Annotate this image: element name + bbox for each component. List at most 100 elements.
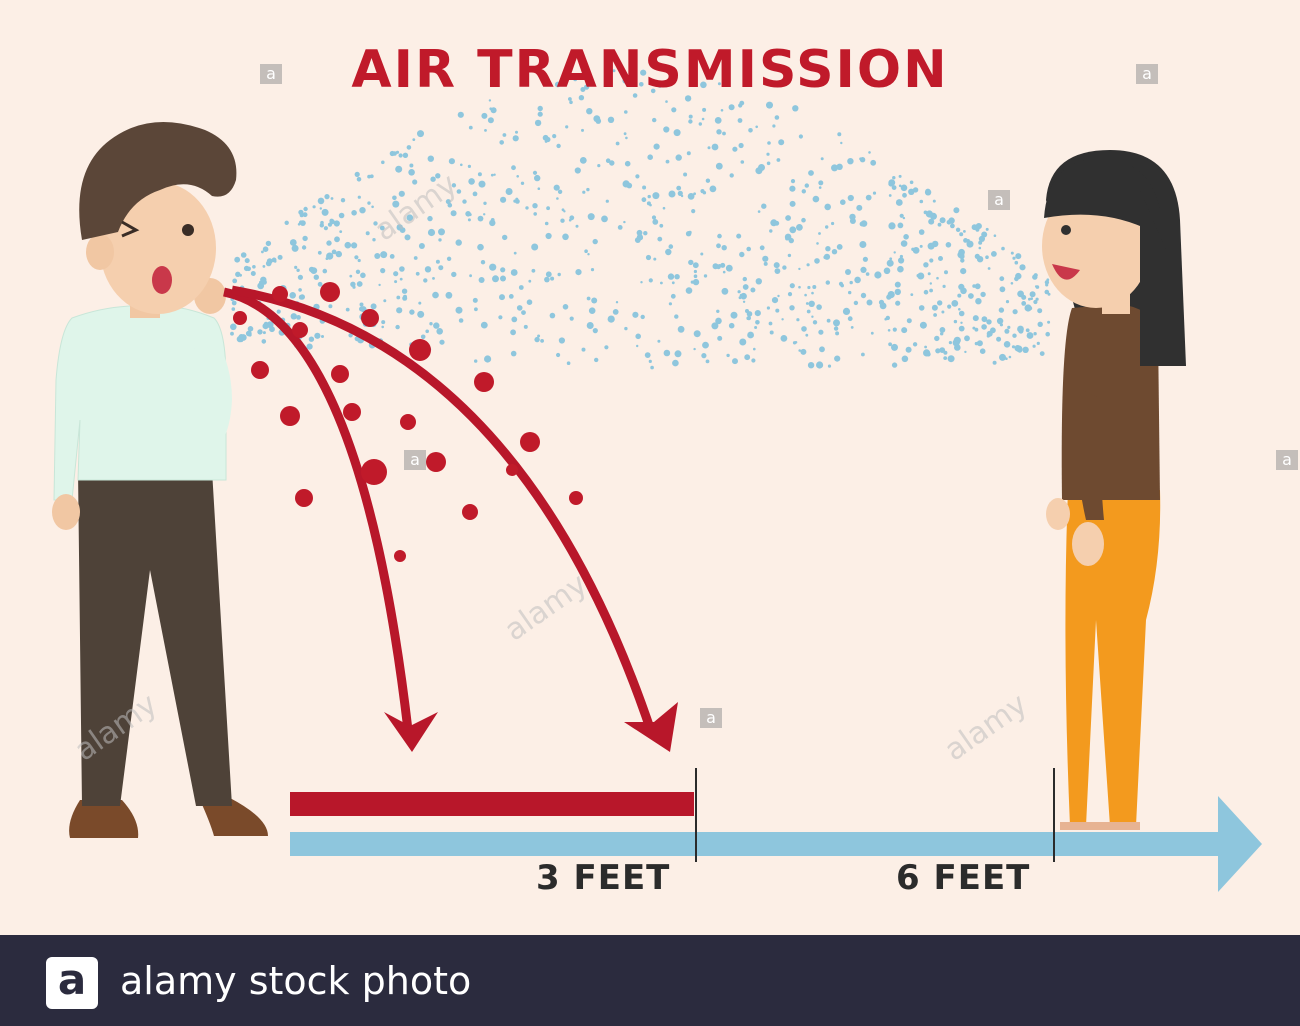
aerosol-particle	[927, 272, 931, 276]
aerosol-particle	[943, 356, 948, 360]
aerosol-particle	[652, 219, 659, 225]
aerosol-particle	[584, 84, 590, 90]
aerosol-particle	[762, 255, 769, 262]
aerosol-particle	[692, 74, 698, 79]
aerosol-particle	[356, 177, 362, 182]
aerosol-particle	[720, 109, 724, 112]
aerosol-particle	[582, 190, 586, 194]
aerosol-particle	[1033, 273, 1038, 278]
aerosol-particle	[785, 236, 790, 241]
aerosol-particle	[493, 173, 496, 176]
aerosol-particle	[842, 307, 851, 315]
aerosol-particle	[533, 212, 537, 216]
aerosol-particle	[888, 222, 896, 230]
aerosol-particle	[298, 288, 302, 292]
aerosol-particle	[488, 99, 492, 102]
aerosol-particle	[742, 300, 746, 303]
aerosol-particle	[478, 180, 486, 188]
aerosol-particle	[565, 125, 569, 129]
aerosol-particle	[812, 195, 820, 203]
aerosol-particle	[730, 311, 738, 319]
aerosol-particle	[490, 173, 494, 177]
aerosol-particle	[1035, 297, 1039, 301]
aerosol-particle	[568, 97, 572, 101]
aerosol-particle	[399, 227, 406, 234]
aerosol-particle	[544, 221, 549, 226]
aerosol-particle	[1017, 325, 1024, 333]
aerosol-particle	[392, 195, 397, 201]
aerosol-particle	[796, 224, 803, 231]
aerosol-particle	[716, 129, 722, 135]
aerosol-particle	[269, 326, 275, 333]
aerosol-particle	[785, 215, 791, 221]
aerosol-particle	[394, 280, 398, 284]
aerosol-particle	[515, 197, 519, 201]
aerosol-particle	[624, 326, 628, 331]
aerosol-particle	[477, 243, 484, 251]
aerosol-particle	[632, 93, 638, 98]
aerosol-particle	[693, 330, 701, 338]
aerosol-particle	[716, 309, 720, 313]
aerosol-particle	[665, 100, 668, 103]
aerosol-particle	[823, 253, 831, 260]
alamy-logo-icon: a	[46, 957, 98, 1009]
aerosol-particle	[923, 349, 931, 357]
aerosol-particle	[438, 238, 442, 242]
aerosol-particle	[705, 359, 710, 364]
watermark-mark: a	[260, 64, 282, 84]
large-droplet	[520, 432, 540, 452]
aerosol-particle	[511, 165, 516, 171]
aerosol-particle	[657, 83, 663, 88]
aerosol-particle	[953, 319, 958, 324]
aerosol-particle	[317, 281, 323, 287]
aerosol-particle	[999, 353, 1006, 361]
aerosol-particle	[968, 293, 974, 299]
aerosol-particle	[901, 355, 909, 363]
aerosol-particle	[339, 230, 343, 234]
aerosol-particle	[499, 294, 505, 301]
aerosol-particle	[537, 334, 541, 338]
aerosol-particle	[763, 261, 768, 266]
aerosol-particle	[399, 266, 405, 272]
aerosol-particle	[657, 339, 661, 343]
aerosol-particle	[393, 271, 399, 277]
aerosol-particle	[427, 155, 434, 162]
aerosol-particle	[981, 324, 987, 330]
aerosol-particle	[299, 294, 305, 300]
aerosol-particle	[985, 255, 989, 259]
large-droplet	[233, 311, 247, 325]
aerosol-particle	[659, 223, 664, 228]
aerosol-particle	[499, 140, 505, 145]
aerosol-particle	[329, 218, 334, 223]
large-droplet	[569, 491, 583, 505]
aerosol-particle	[808, 170, 814, 176]
aerosol-particle	[512, 135, 519, 142]
aerosol-particle	[566, 361, 571, 366]
aerosol-particle	[649, 203, 652, 207]
aerosol-particle	[277, 254, 283, 260]
aerosol-particle	[751, 358, 756, 363]
aerosol-particle	[1026, 332, 1034, 339]
aerosol-particle	[590, 268, 595, 272]
aerosol-particle	[979, 348, 986, 355]
aerosol-particle	[1033, 299, 1038, 305]
aerosol-particle	[668, 302, 673, 306]
aerosol-particle	[737, 290, 741, 294]
aerosol-particle	[742, 284, 749, 290]
aerosol-particle	[715, 162, 723, 170]
aerosol-particle	[338, 212, 345, 219]
aerosol-particle	[847, 194, 854, 202]
aerosol-particle	[641, 197, 647, 203]
aerosol-particle	[685, 287, 693, 294]
aerosol-particle	[990, 327, 996, 334]
aerosol-particle	[715, 317, 722, 325]
aerosol-particle	[698, 122, 702, 126]
aerosol-particle	[625, 83, 630, 87]
aerosol-particle	[359, 207, 366, 214]
aerosol-particle	[939, 347, 946, 353]
aerosol-particle	[975, 298, 982, 305]
aerosol-particle	[261, 339, 267, 344]
aerosol-particle	[888, 342, 892, 347]
aerosol-particle	[500, 196, 507, 203]
aerosol-particle	[721, 245, 727, 251]
